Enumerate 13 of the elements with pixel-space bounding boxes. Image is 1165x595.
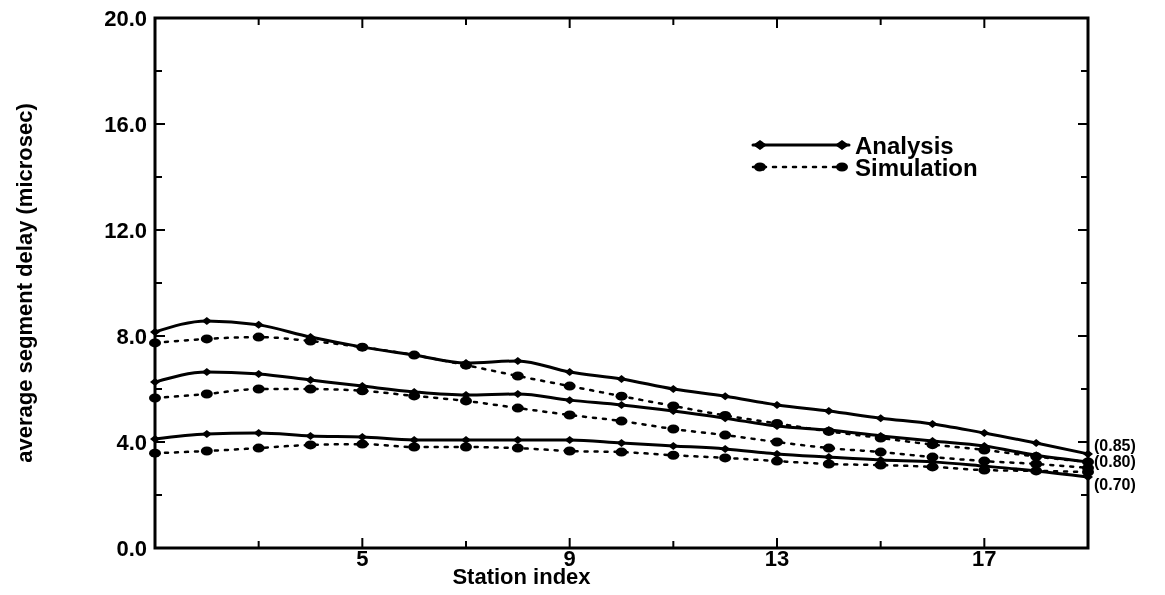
- y-tick-label: 12.0: [104, 217, 147, 243]
- y-tick-label: 16.0: [104, 111, 147, 137]
- y-tick-label: 20.0: [104, 5, 147, 31]
- y-tick-label: 4.0: [116, 429, 147, 455]
- text: (0.80): [1094, 453, 1136, 471]
- x-tick-label: 5: [356, 546, 369, 571]
- y-tick-label: 0.0: [116, 535, 147, 561]
- y-axis-title: average segment delay (microsec): [12, 103, 37, 463]
- x-tick-label: 13: [764, 546, 790, 571]
- x-tick-label: 17: [972, 546, 997, 571]
- text: (0.85): [1094, 437, 1136, 455]
- y-tick-label: 8.0: [116, 323, 147, 349]
- text: (0.70): [1094, 476, 1136, 494]
